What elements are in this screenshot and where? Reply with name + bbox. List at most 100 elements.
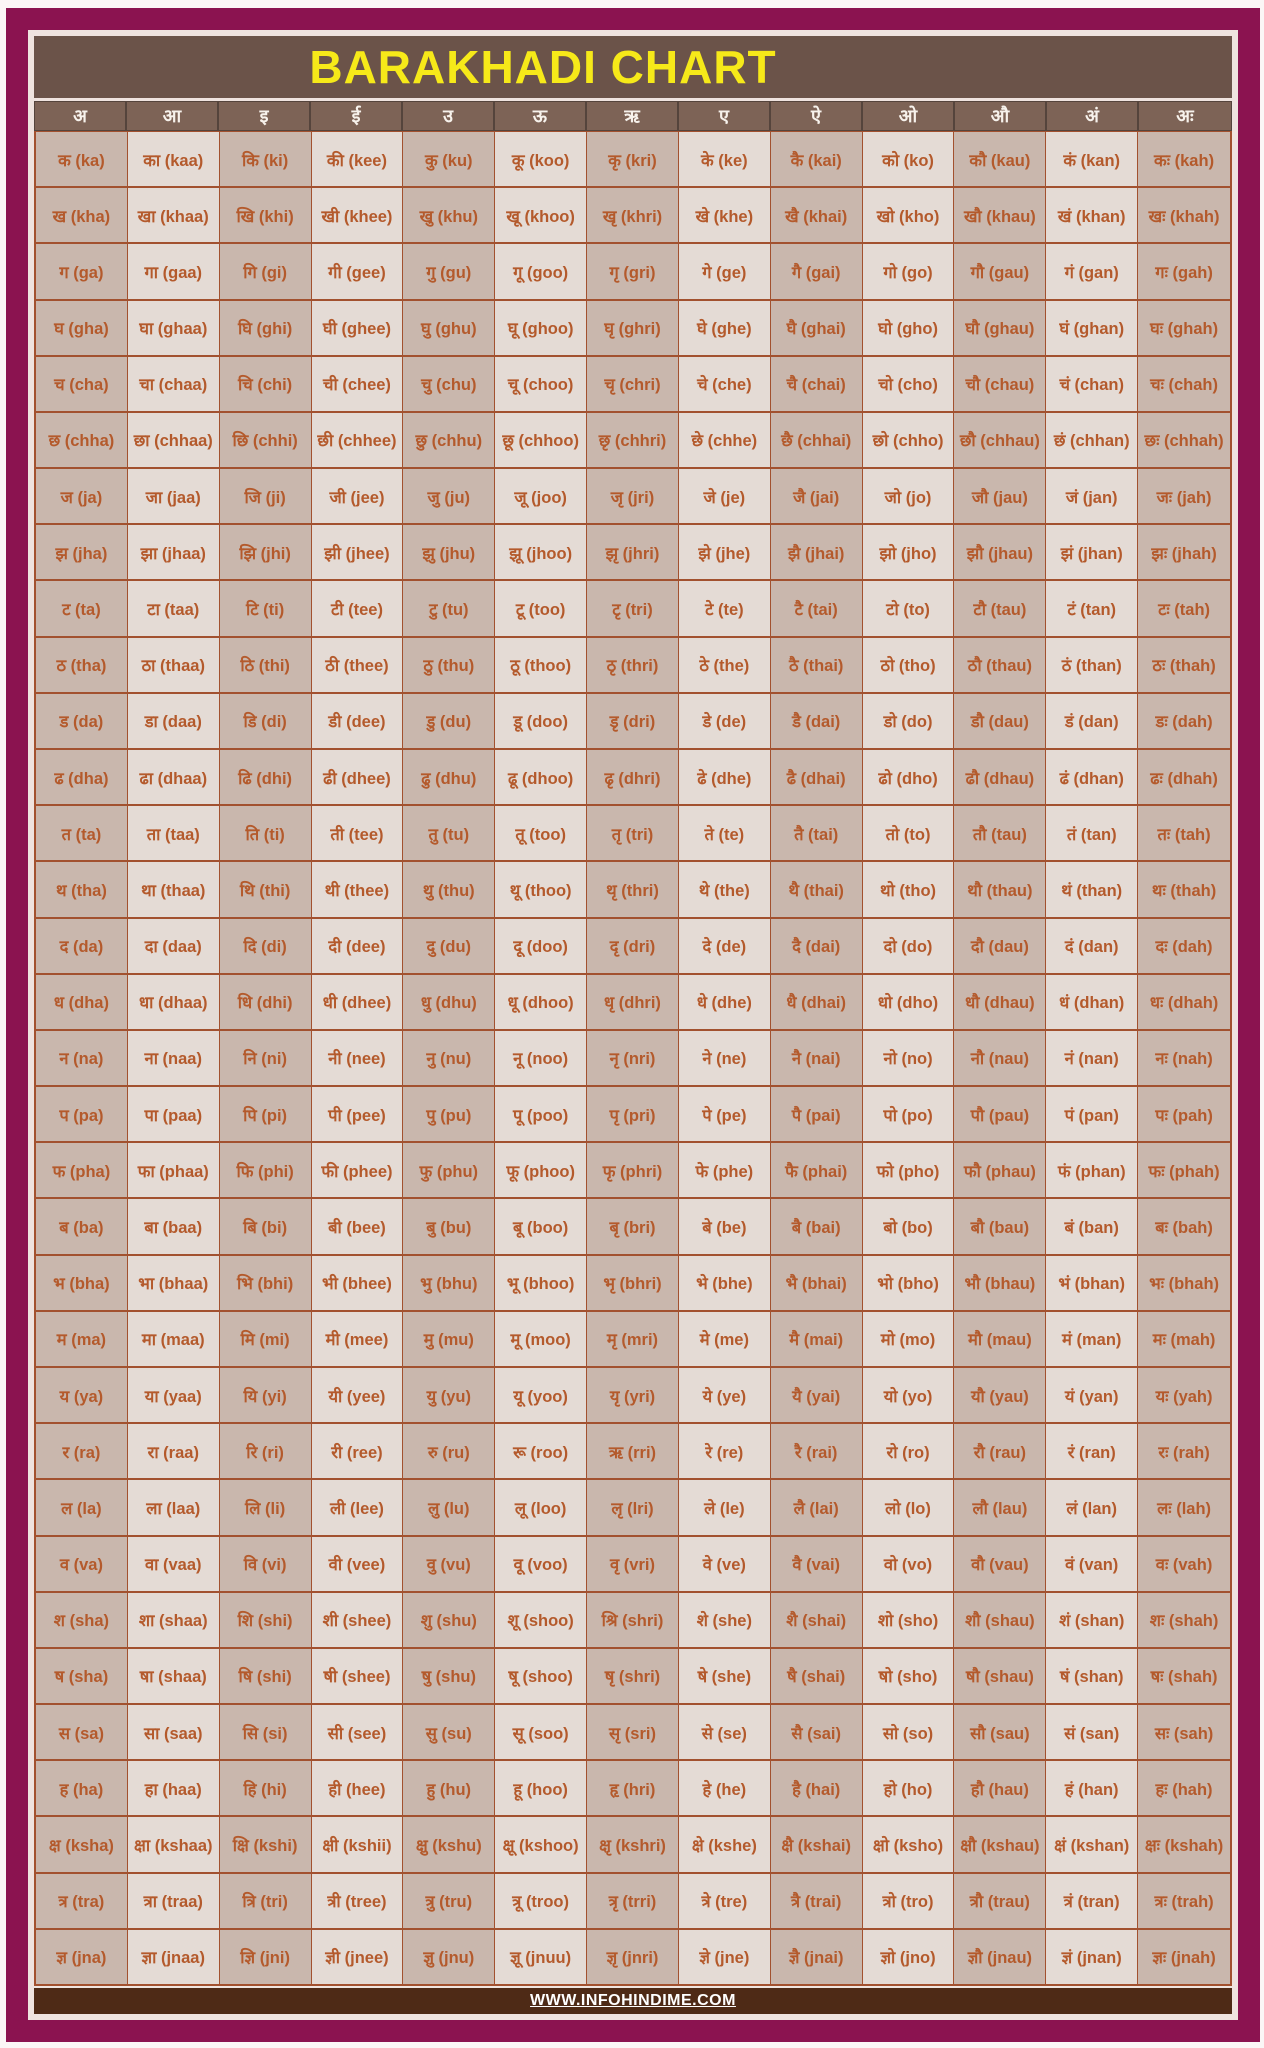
- table-cell: रि (ri): [219, 1424, 312, 1481]
- table-cell: दृ (dri): [587, 918, 679, 975]
- table-cell: तः (tah): [1138, 806, 1230, 863]
- table-cell: श (sha): [36, 1592, 128, 1649]
- table-cell: ज्ञे (jne): [678, 1929, 771, 1986]
- table-cell: झी (jhee): [311, 525, 404, 582]
- table-cell: ने (ne): [678, 1030, 771, 1088]
- table-cell: हु (hu): [403, 1761, 496, 1818]
- table-cell: तृ (tri): [587, 806, 679, 863]
- table-cell: चं (chan): [1046, 356, 1139, 413]
- table-cell: घौ (ghau): [954, 300, 1047, 357]
- table-cell: गै (gai): [770, 244, 863, 301]
- table-cell: खा (khaa): [127, 188, 220, 245]
- table-cell: बं (ban): [1046, 1199, 1139, 1256]
- table-body: क (ka) का (kaa) कि (ki) की (kee) कु (ku) कू (…: [34, 131, 1232, 1986]
- table-cell: बी (bee): [311, 1199, 404, 1256]
- table-row-22: म (ma) मा (maa) मि (mi) मी (mee) मु (mu) मू (…: [36, 1311, 1230, 1368]
- table-cell: शा (shaa): [127, 1592, 220, 1649]
- table-cell: धा (dhaa): [127, 974, 220, 1031]
- table-cell: वृ (vri): [587, 1536, 679, 1593]
- table-cell: जा (jaa): [127, 469, 220, 526]
- table-cell: यी (yee): [311, 1368, 404, 1425]
- header-cell-6: ऊ: [495, 102, 587, 130]
- header-cell-9: ऐ: [771, 102, 863, 130]
- table-row-33: ज्ञ (jna) ज्ञा (jnaa) ज्ञि (jni) ज्ञी (jnee…: [36, 1929, 1230, 1986]
- table-cell: मु (mu): [403, 1311, 496, 1368]
- table-row-12: ढ (dha) ढा (dhaa) ढि (dhi) ढी (dhee) ढु (dhu…: [36, 750, 1230, 807]
- table-row-10: ठ (tha) ठा (thaa) ठि (thi) ठी (thee) ठु (thu…: [36, 637, 1230, 694]
- table-cell: रे (re): [678, 1424, 771, 1481]
- table-cell: डि (di): [219, 693, 312, 750]
- table-cell: भु (bhu): [403, 1255, 496, 1312]
- table-cell: खृ (khri): [587, 188, 679, 245]
- table-cell: खः (khah): [1138, 188, 1230, 245]
- table-cell: मृ (mri): [587, 1311, 679, 1368]
- table-cell: ज्ञु (jnu): [403, 1929, 496, 1986]
- table-cell: घे (ghe): [678, 300, 771, 357]
- header-cell-8: ए: [679, 102, 771, 130]
- table-cell: घः (ghah): [1138, 300, 1230, 357]
- table-cell: ढी (dhee): [311, 750, 404, 807]
- title-band: BARAKHADI CHART: [34, 36, 1232, 98]
- table-cell: ठू (thoo): [495, 637, 588, 694]
- table-cell: मा (maa): [127, 1311, 220, 1368]
- table-cell: धै (dhai): [770, 974, 863, 1031]
- table-row-19: फ (pha) फा (phaa) फि (phi) फी (phee) फु (phu…: [36, 1143, 1230, 1200]
- table-cell: र (ra): [36, 1424, 128, 1481]
- table-cell: खे (khe): [678, 188, 771, 245]
- table-cell: फं (phan): [1046, 1143, 1139, 1200]
- table-cell: शि (shi): [219, 1592, 312, 1649]
- table-row-32: त्र (tra) त्रा (traa) त्रि (tri) त्री (tree…: [36, 1873, 1230, 1930]
- table-cell: सु (su): [403, 1705, 496, 1762]
- table-cell: सू (soo): [495, 1705, 588, 1762]
- table-cell: झि (jhi): [219, 525, 312, 582]
- table-cell: थे (the): [678, 862, 771, 919]
- table-row-31: क्ष (ksha) क्षा (kshaa) क्षि (kshi) क्षी (k…: [36, 1817, 1230, 1874]
- table-cell: टृ (tri): [587, 581, 679, 638]
- table-cell: घी (ghee): [311, 300, 404, 357]
- table-cell: ज्ञू (jnuu): [495, 1929, 588, 1986]
- table-cell: धः (dhah): [1138, 974, 1230, 1031]
- table-cell: शु (shu): [403, 1592, 496, 1649]
- table-cell: धौ (dhau): [954, 974, 1047, 1031]
- table-cell: क्षे (kshe): [678, 1817, 771, 1874]
- table-cell: जू (joo): [495, 469, 588, 526]
- table-cell: रै (rai): [770, 1424, 863, 1481]
- table-cell: क्षै (kshai): [770, 1817, 863, 1874]
- table-cell: यो (yo): [862, 1368, 955, 1425]
- table-cell: थ (tha): [36, 862, 128, 919]
- table-cell: त्रि (tri): [219, 1873, 312, 1930]
- table-cell: रा (raa): [127, 1424, 220, 1481]
- table-cell: जो (jo): [862, 469, 955, 526]
- table-cell: भृ (bhri): [587, 1255, 679, 1312]
- table-cell: चः (chah): [1138, 356, 1230, 413]
- table-cell: लं (lan): [1046, 1480, 1139, 1537]
- table-cell: श्रि (shri): [587, 1592, 679, 1649]
- table-cell: जै (jai): [770, 469, 863, 526]
- table-cell: जः (jah): [1138, 469, 1230, 526]
- table-row-27: श (sha) शा (shaa) शि (shi) शी (shee) शु (shu…: [36, 1592, 1230, 1649]
- table-cell: खो (kho): [862, 188, 955, 245]
- table-cell: फा (phaa): [127, 1143, 220, 1200]
- page-title: BARAKHADI CHART: [309, 41, 777, 93]
- table-row-9: ट (ta) टा (taa) टि (ti) टी (tee) टु (tu) टू (…: [36, 581, 1230, 638]
- table-cell: पौ (pau): [954, 1087, 1047, 1144]
- table-cell: डु (du): [403, 693, 496, 750]
- table-cell: बृ (bri): [587, 1199, 679, 1256]
- table-cell: भै (bhai): [770, 1255, 863, 1312]
- table-cell: त्रे (tre): [678, 1873, 771, 1930]
- table-cell: तू (too): [495, 806, 588, 863]
- table-cell: लै (lai): [770, 1480, 863, 1537]
- table-cell: सं (san): [1046, 1705, 1139, 1762]
- table-cell: फृ (phri): [587, 1143, 679, 1200]
- table-cell: धु (dhu): [403, 974, 496, 1031]
- table-cell: है (hai): [770, 1761, 863, 1818]
- table-cell: चि (chi): [219, 356, 312, 413]
- table-cell: हः (hah): [1138, 1761, 1230, 1818]
- table-cell: ठा (thaa): [127, 637, 220, 694]
- table-cell: यौ (yau): [954, 1368, 1047, 1425]
- table-cell: ठं (than): [1046, 637, 1139, 694]
- table-cell: गृ (gri): [587, 244, 679, 301]
- table-cell: मी (mee): [311, 1311, 404, 1368]
- table-cell: ही (hee): [311, 1761, 404, 1818]
- table-cell: मै (mai): [770, 1311, 863, 1368]
